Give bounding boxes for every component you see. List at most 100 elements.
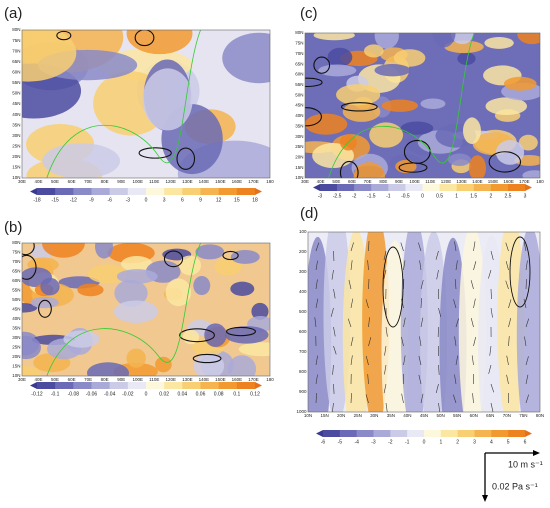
wind-vector [454,241,457,252]
wind-vector [452,394,457,404]
colorbar-end [255,382,262,389]
y-tick-label: 60N [12,278,20,283]
wind-vector [401,393,404,404]
plot-frame [21,242,271,377]
y-tick-label: 55N [12,288,20,293]
field-blob [113,300,159,323]
plot-frame [304,32,541,179]
y-tick-label: 80N [12,240,20,245]
y-tick-label: 25N [12,143,20,148]
colorbar-swatch [337,184,355,191]
wind-vector [403,355,406,366]
colorbar-swatch [388,184,406,191]
field-blob [86,362,130,376]
colorbar-label: 2 [489,193,492,199]
y-tick-label: 10N [12,373,20,378]
y-tick-label: 45N [12,307,20,312]
colorbar-swatch [439,184,457,191]
colorbar: -18 -15 -12 -9 -6 -3 0 3 6 9 12 15 18 [30,188,262,203]
wind-vector [315,242,320,252]
wind-vector [418,374,422,385]
colorbar-swatch [440,430,458,437]
y-tick-label: 65N [295,61,303,66]
colorbar-label: -0.5 [401,193,410,199]
x-tick-label: 30E [301,179,309,184]
wind-vector [384,345,387,356]
field-blob [450,33,474,45]
u-scale-label: 10 m s⁻¹ [508,459,543,469]
field [308,232,540,412]
colorbar-swatch [473,184,492,191]
field-blob [41,243,85,258]
colorbar-label: 0 [145,391,148,397]
contour [192,353,222,364]
wind-vector [454,336,457,347]
colorbar-label: -2 [388,439,393,445]
y-tick-label: 30N [12,133,20,138]
x-tick-label: 40E [35,377,43,382]
wind-vector [419,336,422,347]
plot-frame [307,231,541,413]
colorbar-label: 0.04 [177,391,187,397]
wind-vector [315,298,319,309]
wind-vector [455,260,458,271]
colorbar-label: 0.12 [250,391,260,397]
wind-vector [420,279,424,290]
colorbar-label: -0.02 [122,391,134,397]
y-tick-label: 700 [299,349,307,354]
y-tick-label: 25N [295,144,303,149]
reference-vectors: 10 m s⁻¹ 0.02 Pa s⁻¹ [482,450,543,502]
wind-vector [333,345,337,355]
y-tick-label: 75N [12,38,20,43]
wind-vector [472,393,474,404]
field-blob [222,32,270,84]
y-tick-label: 45N [12,101,20,106]
contour [134,30,155,47]
field-blob [312,143,354,169]
field-blob [238,342,270,357]
x-tick-label: 110E [425,179,435,184]
colorbar-swatch [200,382,219,389]
colorbar-label: 0 [421,193,424,199]
field-blob [116,269,158,284]
colorbar: -0.12 -0.1 -0.08 -0.06 -0.04 -0.02 0 0.02 0.04 0.… [30,382,262,397]
colorbar-swatch [236,382,256,389]
wind-vector [365,356,369,366]
x-tick-label: 180 [536,179,544,184]
contour [225,326,256,337]
wind-vector [435,383,439,393]
colorbar-label: 0 [423,439,426,445]
panel-label: (b) [4,219,22,236]
x-tick-label: 80E [379,179,387,184]
field-blob [95,243,113,259]
y-tick-label: 55N [12,80,20,85]
colorbar-swatch [109,382,129,389]
wind-vector [401,336,404,347]
colorbar-label: -1 [405,439,410,445]
colorbar-label: -2.5 [333,193,342,199]
colorbar-label: -0.04 [104,391,116,397]
y-tick-label: 80N [295,30,303,35]
y-tick-label: 70N [295,51,303,56]
colorbar-label: 0.5 [436,193,443,199]
x-tick-label: 70N [503,413,511,418]
wind-vector [403,260,406,271]
colorbar-swatch [73,382,92,389]
colorbar-end [30,382,37,389]
colorbar-label: -3 [318,193,323,199]
colorbar-swatch [164,382,183,389]
x-tick-label: 30E [18,377,26,382]
wind-vector [523,241,527,252]
y-tick-label: 40N [295,113,303,118]
wind-vector [454,374,457,385]
wind-vector [385,326,388,337]
x-tick-label: 40N [403,413,411,418]
contour [163,250,184,268]
y-tick-label: 75N [12,250,20,255]
contour [339,160,359,178]
x-tick-label: 180 [266,179,274,184]
x-tick-label: 150E [215,179,226,184]
field-blob [193,352,225,376]
field-blob [318,64,357,77]
coastline [328,33,475,178]
